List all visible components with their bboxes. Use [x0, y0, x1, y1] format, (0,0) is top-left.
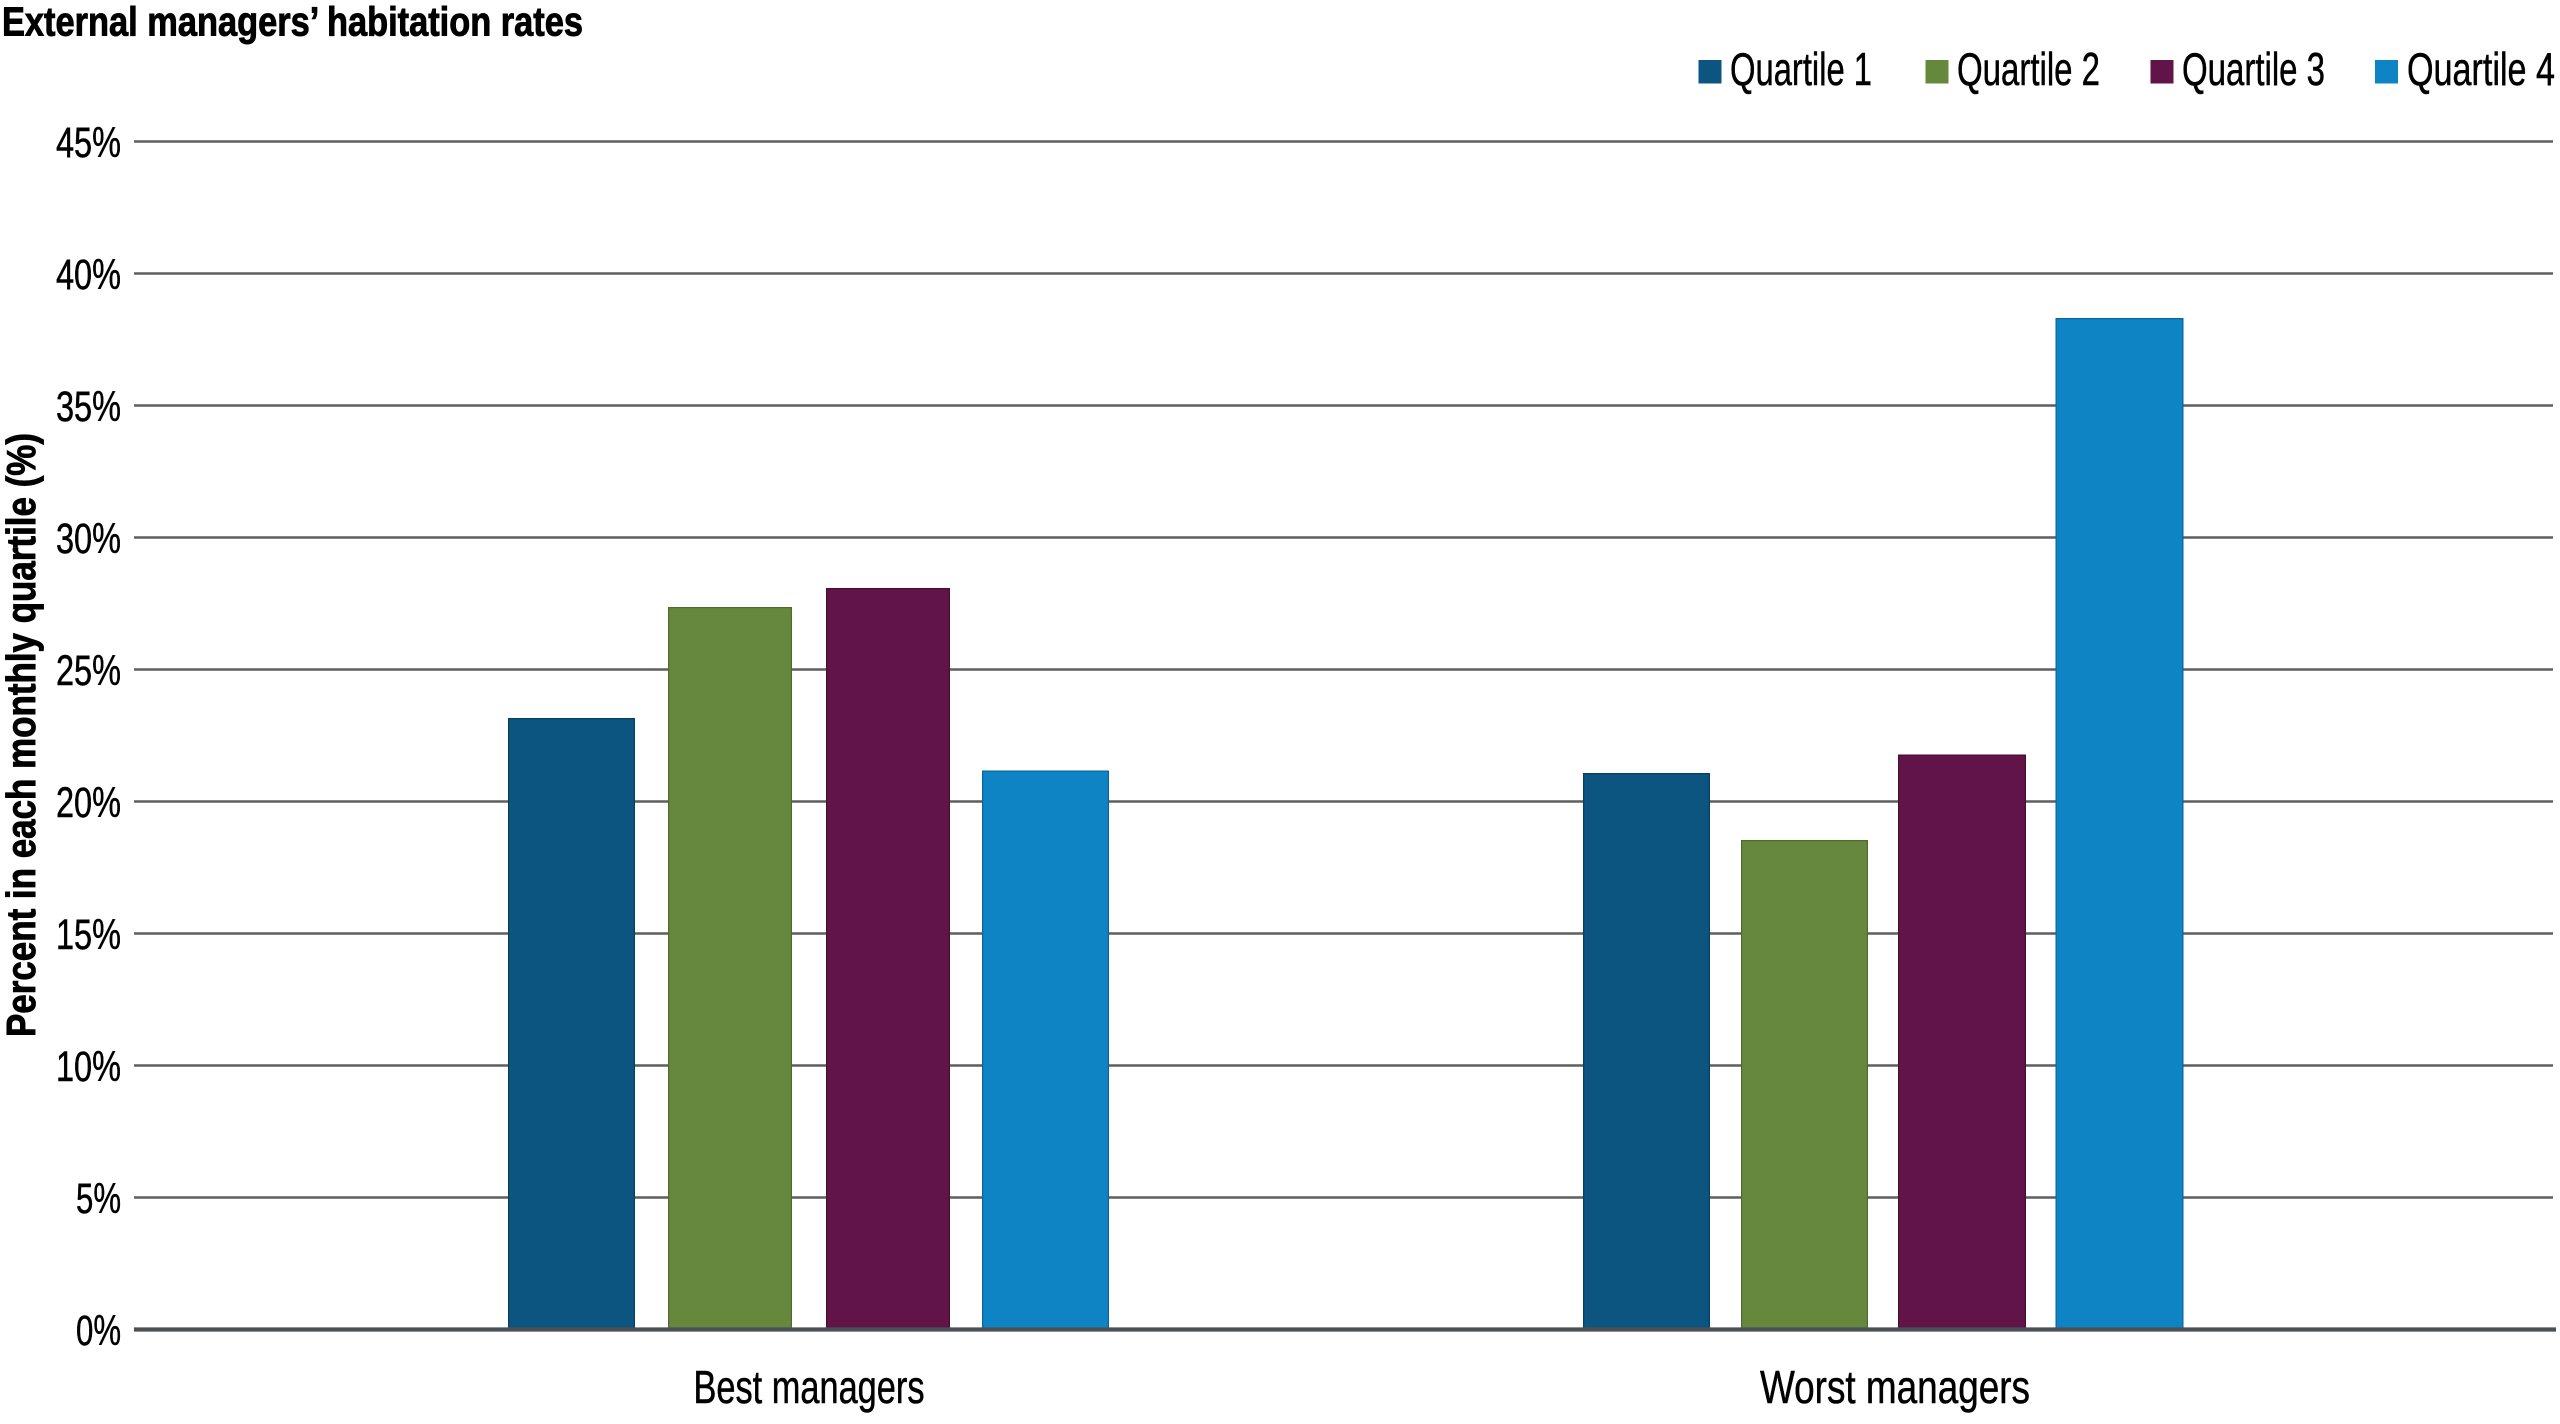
svg-text:Worst managers: Worst managers: [1760, 1361, 2030, 1413]
svg-text:Quartile 3: Quartile 3: [2182, 43, 2325, 95]
svg-text:25%: 25%: [56, 647, 121, 695]
svg-text:Quartile 1: Quartile 1: [1730, 43, 1872, 95]
svg-text:10%: 10%: [56, 1043, 121, 1091]
svg-text:30%: 30%: [56, 515, 121, 563]
svg-text:Quartile 4: Quartile 4: [2407, 43, 2555, 95]
svg-text:5%: 5%: [76, 1175, 121, 1223]
svg-text:Percent in each monthly quarti: Percent in each monthly quartile (%): [0, 433, 44, 1037]
svg-text:40%: 40%: [56, 251, 121, 299]
svg-text:0%: 0%: [76, 1307, 121, 1355]
svg-text:35%: 35%: [56, 383, 121, 431]
svg-text:20%: 20%: [56, 779, 121, 827]
svg-text:Quartile 2: Quartile 2: [1957, 43, 2100, 95]
svg-text:External managers’ habitation: External managers’ habitation rates: [2, 0, 583, 45]
svg-text:15%: 15%: [56, 911, 121, 959]
svg-text:45%: 45%: [56, 119, 121, 167]
svg-text:Best managers: Best managers: [694, 1361, 925, 1413]
